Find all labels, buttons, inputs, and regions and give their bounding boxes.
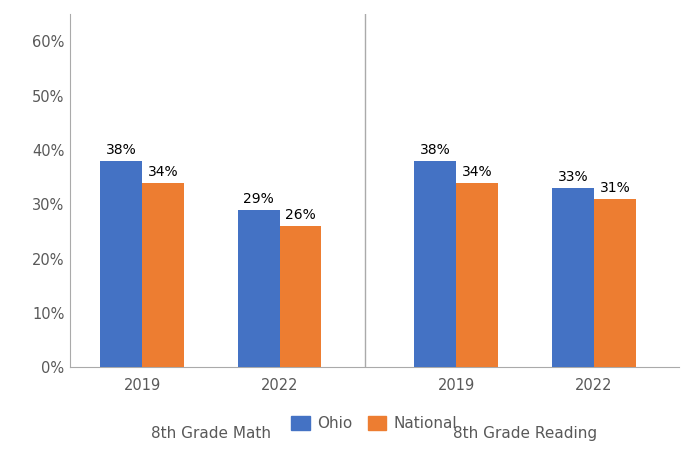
Bar [279, 226, 321, 367]
Bar [456, 183, 498, 367]
Bar [237, 210, 279, 367]
Bar [552, 188, 594, 367]
Bar [100, 161, 142, 367]
Text: 8th Grade Reading: 8th Grade Reading [453, 426, 597, 441]
Legend: Ohio, National: Ohio, National [286, 410, 463, 438]
Bar [414, 161, 456, 367]
Text: 38%: 38% [420, 143, 451, 157]
Text: 34%: 34% [462, 165, 493, 179]
Text: 8th Grade Math: 8th Grade Math [150, 426, 271, 441]
Text: 34%: 34% [148, 165, 178, 179]
Bar [594, 199, 636, 367]
Text: 29%: 29% [243, 192, 274, 206]
Bar [142, 183, 184, 367]
Text: 33%: 33% [558, 170, 588, 184]
Text: 31%: 31% [599, 181, 630, 195]
Text: 26%: 26% [285, 208, 316, 222]
Text: 38%: 38% [106, 143, 136, 157]
